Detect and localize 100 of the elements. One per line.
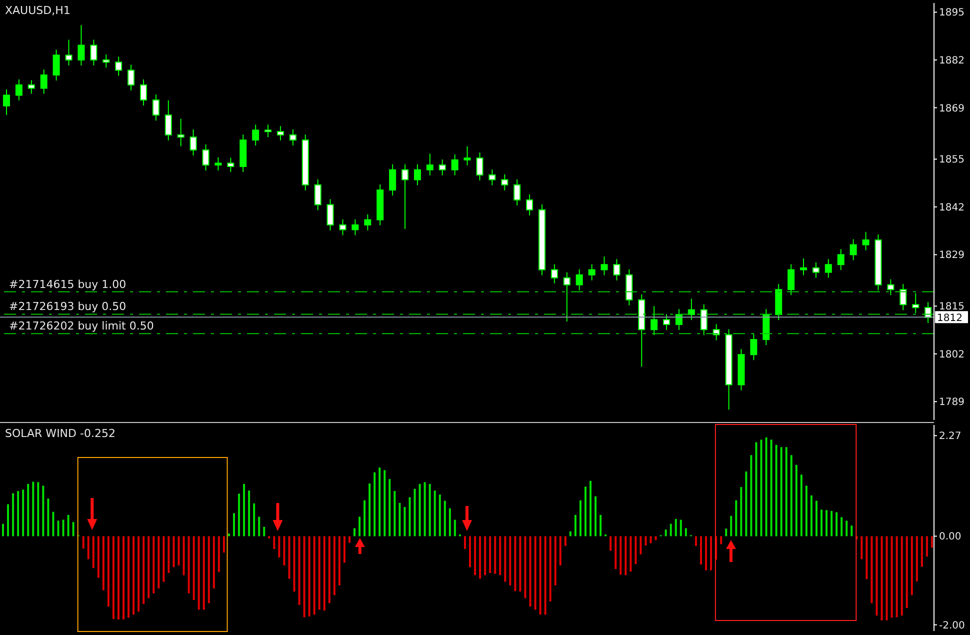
y-tick-label: 1829: [939, 250, 964, 262]
bar: [524, 536, 526, 598]
bar: [494, 536, 496, 574]
bar: [790, 455, 792, 536]
candlestick: [65, 39, 72, 66]
chart-title: XAUUSD,H1: [5, 4, 70, 17]
bar: [590, 480, 592, 536]
bar: [886, 536, 888, 620]
candlestick: [501, 174, 508, 191]
bar: [710, 536, 712, 570]
bar: [22, 490, 24, 536]
bar: [800, 474, 802, 536]
bar: [896, 536, 898, 618]
bar: [700, 536, 702, 565]
bar: [57, 520, 60, 536]
bar: [464, 536, 466, 550]
bar: [17, 491, 20, 536]
candlestick: [414, 164, 421, 186]
bar: [745, 472, 748, 536]
bar: [444, 500, 446, 536]
bar: [684, 528, 687, 536]
bar: [107, 536, 110, 607]
candlestick: [600, 256, 608, 276]
bar: [32, 482, 34, 536]
bar: [499, 536, 502, 576]
candlestick: [912, 292, 920, 314]
bar: [12, 493, 14, 536]
bar: [479, 536, 482, 579]
bar: [404, 506, 406, 536]
ref-line-label: #21726193 buy 0.50: [9, 300, 126, 314]
bar: [117, 536, 120, 620]
ref-line-label: 1812: [937, 313, 962, 324]
candlestick: [788, 264, 795, 296]
bar: [795, 464, 798, 536]
bar: [378, 468, 381, 536]
candlestick: [488, 168, 496, 186]
bar: [654, 536, 657, 540]
bar: [454, 520, 456, 536]
bar: [846, 520, 848, 536]
bar: [303, 536, 306, 618]
bar: [148, 536, 150, 598]
bar: [7, 504, 10, 536]
bar: [680, 520, 682, 536]
ref-line-label: #21726202 buy limit 0.50: [9, 320, 154, 333]
bar: [850, 526, 853, 536]
bar: [860, 536, 863, 560]
candlestick: [264, 124, 272, 138]
bar: [755, 442, 758, 536]
bar: [313, 536, 316, 615]
bar: [674, 518, 677, 536]
candlestick: [140, 78, 147, 106]
bar: [815, 500, 818, 536]
bar: [97, 536, 100, 578]
candlestick: [128, 64, 135, 91]
candlestick: [190, 128, 197, 156]
bar: [610, 536, 612, 551]
bar: [82, 536, 84, 549]
bar: [644, 536, 647, 546]
bar: [388, 479, 391, 536]
ref-line-label: #21714615 buy 1.00: [9, 278, 126, 291]
y-tick-label: 1802: [939, 349, 964, 360]
bar: [318, 536, 320, 610]
bar: [770, 440, 772, 536]
bar: [283, 536, 286, 566]
candlestick: [464, 146, 471, 166]
bar: [338, 536, 340, 586]
bar: [594, 496, 597, 536]
y-tick-label: 1815: [939, 302, 964, 313]
bar: [87, 536, 90, 560]
candlestick: [326, 198, 334, 231]
bar: [740, 487, 742, 536]
y-tick-label: 1855: [939, 154, 964, 166]
bar: [780, 447, 782, 536]
bar: [47, 498, 50, 536]
bar: [554, 536, 556, 586]
y-tick-label: 1882: [939, 55, 964, 66]
bar: [569, 531, 572, 536]
bar: [428, 484, 431, 536]
bar: [228, 534, 230, 536]
bar: [408, 497, 411, 536]
bar: [760, 440, 762, 536]
candlestick: [700, 304, 708, 336]
candlestick: [314, 178, 322, 211]
bar: [469, 536, 471, 568]
candlestick: [426, 153, 434, 176]
bar: [343, 536, 346, 563]
bar: [830, 510, 833, 536]
candlestick: [650, 306, 658, 336]
bar: [930, 536, 933, 548]
bar: [253, 503, 256, 536]
bar: [354, 528, 356, 536]
bar: [614, 536, 617, 569]
candlestick: [663, 314, 670, 330]
candlestick: [588, 264, 596, 281]
bar: [534, 536, 536, 610]
bar: [916, 536, 918, 582]
candlestick: [52, 49, 60, 82]
candlestick: [850, 238, 857, 261]
bar: [368, 483, 371, 536]
bar: [198, 536, 200, 610]
